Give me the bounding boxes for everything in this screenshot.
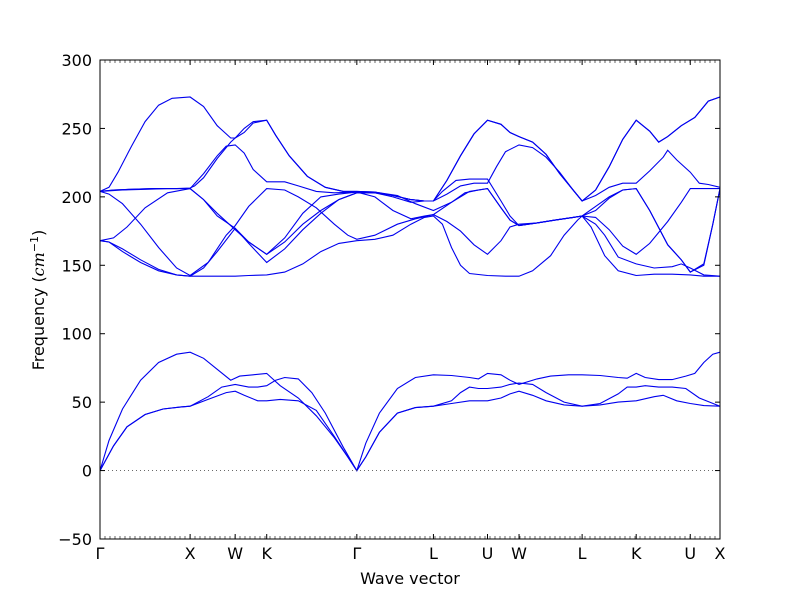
x-tick-label: K bbox=[631, 544, 642, 563]
band-line-3 bbox=[100, 352, 720, 470]
x-axis-label: Wave vector bbox=[360, 569, 460, 588]
x-tick-label: U bbox=[482, 544, 494, 563]
x-tick-label: X bbox=[715, 544, 726, 563]
plot-frame bbox=[100, 60, 720, 539]
x-tick-label: L bbox=[429, 544, 438, 563]
x-tick-label: Γ bbox=[352, 544, 361, 563]
y-tick-labels: −50 0 50 100 150 200 250 300 bbox=[58, 51, 92, 549]
y-tick-label: 100 bbox=[61, 325, 92, 344]
band-line-4 bbox=[100, 216, 720, 276]
y-tick-label: −50 bbox=[58, 530, 92, 549]
y-tick-label: 50 bbox=[72, 393, 92, 412]
y-tick-label: 250 bbox=[61, 119, 92, 138]
y-tick-label: 0 bbox=[82, 462, 92, 481]
x-tick-label: Γ bbox=[96, 544, 105, 563]
y-tick-label: 300 bbox=[61, 51, 92, 70]
band-lines bbox=[100, 97, 720, 471]
y-axis-label: Frequency (cm−1) bbox=[28, 230, 48, 371]
x-tick-label: L bbox=[578, 544, 587, 563]
x-tick-label: W bbox=[511, 544, 527, 563]
y-axis-label-exponent: −1 bbox=[28, 236, 41, 252]
band-line-1 bbox=[100, 391, 720, 470]
x-tick-label: W bbox=[227, 544, 243, 563]
y-axis-label-text: Frequency ( bbox=[29, 276, 48, 370]
band-line-9 bbox=[100, 145, 720, 201]
y-tick-label: 200 bbox=[61, 188, 92, 207]
x-axis-ticks bbox=[100, 60, 720, 539]
y-axis-ticks bbox=[100, 60, 720, 539]
x-tick-label: U bbox=[684, 544, 696, 563]
y-axis-label-close: ) bbox=[29, 230, 48, 236]
x-tick-label: K bbox=[261, 544, 272, 563]
band-line-2 bbox=[100, 378, 720, 471]
band-line-6 bbox=[100, 179, 720, 272]
x-tick-label: X bbox=[185, 544, 196, 563]
y-tick-label: 150 bbox=[61, 256, 92, 275]
band-line-7 bbox=[100, 189, 720, 255]
y-axis-label-unit: cm bbox=[29, 252, 48, 276]
